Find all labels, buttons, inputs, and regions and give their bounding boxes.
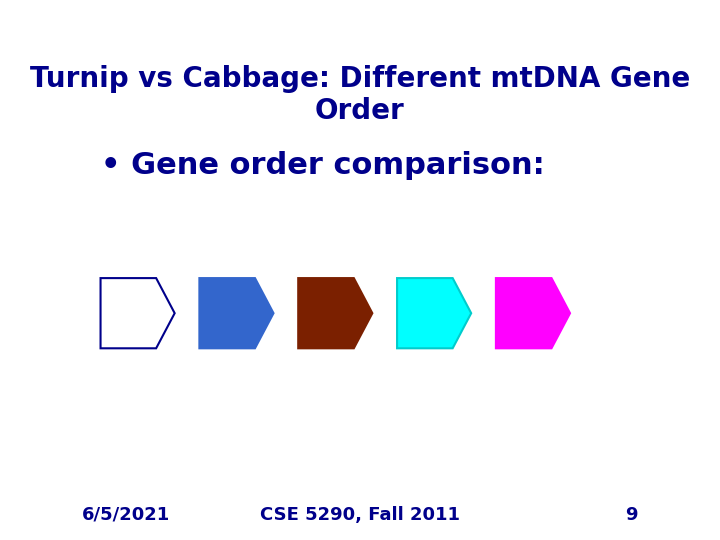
Text: Turnip vs Cabbage: Different mtDNA Gene
Order: Turnip vs Cabbage: Different mtDNA Gene … (30, 65, 690, 125)
Text: 6/5/2021: 6/5/2021 (82, 506, 170, 524)
Text: 9: 9 (626, 506, 638, 524)
Text: CSE 5290, Fall 2011: CSE 5290, Fall 2011 (260, 506, 460, 524)
Polygon shape (397, 278, 471, 348)
Polygon shape (298, 278, 372, 348)
Polygon shape (199, 278, 274, 348)
Polygon shape (101, 278, 175, 348)
Polygon shape (496, 278, 570, 348)
Text: • Gene order comparison:: • Gene order comparison: (101, 151, 544, 180)
